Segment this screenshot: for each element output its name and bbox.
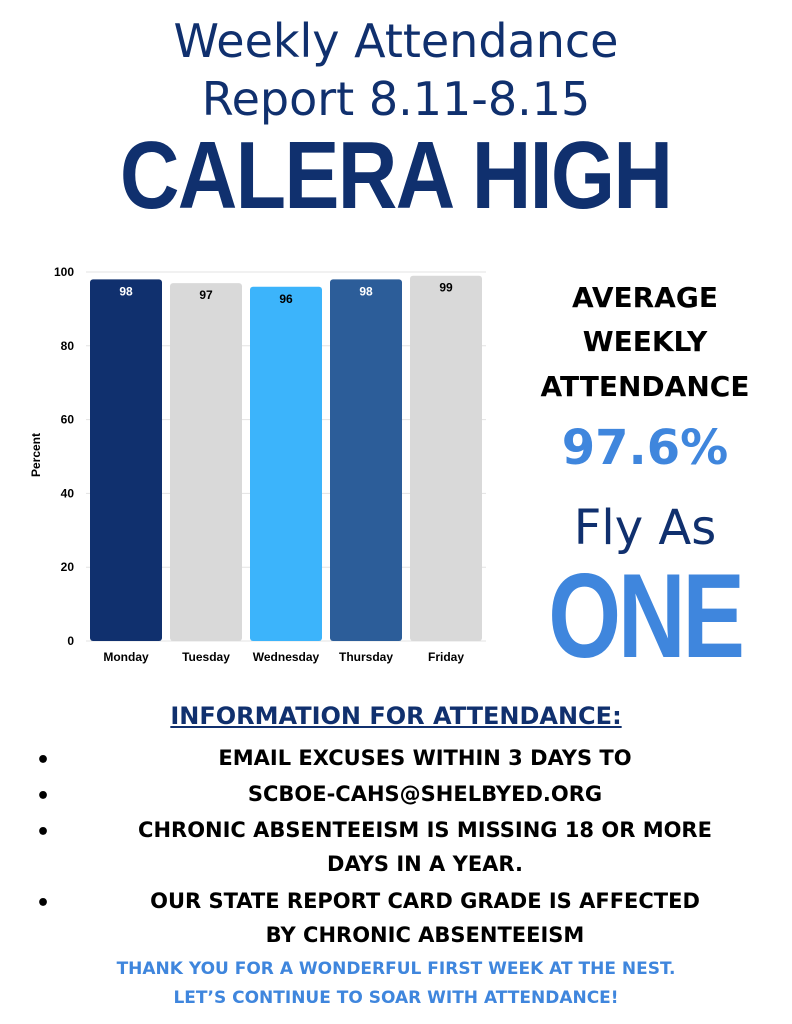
y-tick-label: 100	[54, 265, 74, 279]
y-tick-label: 0	[67, 634, 74, 648]
x-tick-label: Friday	[428, 650, 464, 664]
y-tick-label: 40	[61, 486, 75, 500]
bar-thursday	[330, 279, 402, 641]
bullet-2: •	[36, 784, 51, 809]
y-tick-label: 20	[61, 560, 75, 574]
info-item-3-text: CHRONIC ABSENTEEISM IS MISSING 18 OR MOR…	[138, 818, 712, 842]
chart-bars	[90, 275, 482, 641]
y-axis-label: Percent	[29, 433, 43, 477]
x-tick-label: Tuesday	[182, 650, 230, 664]
y-tick-label: 80	[61, 339, 75, 353]
info-item-4-text-line-2: BY CHRONIC ABSENTEEISM	[265, 923, 585, 947]
average-label-line-2: WEEKLY	[582, 325, 708, 358]
info-item-1-text: EMAIL EXCUSES WITHIN 3 DAYS TO	[218, 746, 632, 770]
bullet-4: •	[36, 891, 51, 916]
average-label-line-1: AVERAGE	[572, 281, 718, 314]
bar-friday	[410, 275, 482, 641]
attendance-bar-chart: 0 20 40 60 80 100 98 Monday 97 Tuesday 96 Wednesday…	[29, 265, 486, 664]
bar-value-label: 98	[359, 284, 373, 298]
bar-value-label: 97	[199, 288, 213, 302]
y-tick-label: 60	[61, 413, 75, 427]
bullet-1: •	[36, 748, 51, 773]
bar-value-label: 96	[279, 292, 293, 306]
slogan-line-2: ONE	[520, 556, 770, 676]
school-name: CALERA HIGH	[0, 128, 792, 224]
x-tick-label: Wednesday	[253, 650, 320, 664]
chart-labels: 0 20 40 60 80 100 98 Monday 97 Tuesday 96 Wednesday…	[54, 265, 464, 664]
average-label-line-3: ATTENDANCE	[540, 370, 750, 403]
info-item-3: • CHRONIC ABSENTEEISM IS MISSING 18 OR M…	[30, 820, 782, 884]
report-title-line-1: Weekly Attendance	[173, 14, 619, 68]
bar-tuesday	[170, 283, 242, 641]
x-tick-label: Thursday	[339, 650, 393, 664]
report-title-line-2: Report 8.11-8.15	[201, 72, 591, 126]
info-item-2-text: SCBOE-CAHS@SHELBYED.ORG	[247, 782, 603, 806]
slogan-line-1: Fly As	[573, 500, 717, 556]
info-item-2: • SCBOE-CAHS@SHELBYED.ORG	[30, 784, 782, 814]
bar-monday	[90, 279, 162, 641]
slogan-line-2-text: ONE	[548, 549, 745, 683]
x-tick-label: Monday	[103, 650, 149, 664]
school-name-text: CALERA HIGH	[120, 122, 673, 229]
bullet-3: •	[36, 820, 51, 845]
bar-value-label: 99	[439, 281, 453, 295]
footer-line-1: THANK YOU FOR A WONDERFUL FIRST WEEK AT …	[116, 959, 676, 979]
info-item-3-text-line-2: DAYS IN A YEAR.	[327, 852, 523, 876]
info-item-1: • EMAIL EXCUSES WITHIN 3 DAYS TO	[30, 748, 782, 778]
bar-wednesday	[250, 286, 322, 641]
footer-line-2: LET’S CONTINUE TO SOAR WITH ATTENDANCE!	[173, 988, 619, 1008]
info-item-4-text: OUR STATE REPORT CARD GRADE IS AFFECTED	[150, 889, 700, 913]
info-item-4: • OUR STATE REPORT CARD GRADE IS AFFECTE…	[30, 891, 782, 955]
average-attendance-value: 97.6%	[561, 420, 729, 476]
bar-value-label: 98	[119, 284, 133, 298]
info-heading: INFORMATION FOR ATTENDANCE:	[170, 702, 622, 730]
